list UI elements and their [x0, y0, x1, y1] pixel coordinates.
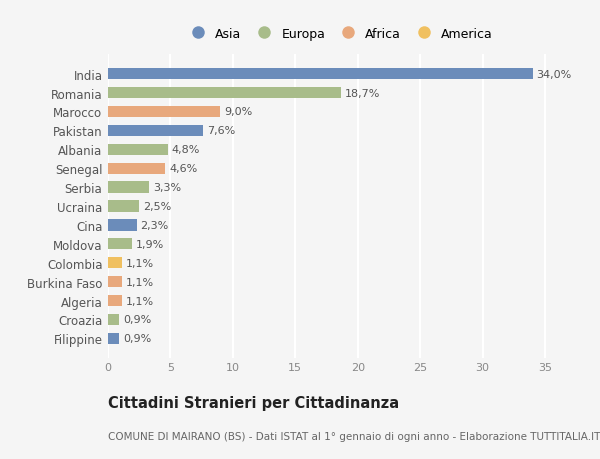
Text: 1,1%: 1,1%	[125, 258, 154, 268]
Text: 2,5%: 2,5%	[143, 202, 171, 212]
Bar	[108, 257, 122, 269]
Text: 4,8%: 4,8%	[172, 145, 200, 155]
Bar	[108, 276, 122, 288]
Text: 1,1%: 1,1%	[125, 277, 154, 287]
Text: 0,9%: 0,9%	[123, 334, 151, 344]
Text: 34,0%: 34,0%	[536, 69, 572, 79]
Bar	[108, 69, 533, 80]
Text: 3,3%: 3,3%	[153, 183, 181, 193]
Text: Cittadini Stranieri per Cittadinanza: Cittadini Stranieri per Cittadinanza	[108, 395, 399, 410]
Bar	[108, 125, 203, 137]
Bar	[108, 144, 168, 156]
Bar	[108, 239, 132, 250]
Text: 4,6%: 4,6%	[169, 164, 197, 174]
Bar	[108, 106, 220, 118]
Bar	[108, 220, 137, 231]
Text: 7,6%: 7,6%	[206, 126, 235, 136]
Bar	[108, 333, 119, 344]
Bar	[108, 201, 139, 212]
Legend: Asia, Europa, Africa, America: Asia, Europa, Africa, America	[182, 25, 496, 43]
Bar	[108, 88, 341, 99]
Bar	[108, 163, 166, 174]
Bar	[108, 295, 122, 307]
Text: 1,9%: 1,9%	[136, 239, 164, 249]
Text: 0,9%: 0,9%	[123, 315, 151, 325]
Bar	[108, 182, 149, 193]
Text: COMUNE DI MAIRANO (BS) - Dati ISTAT al 1° gennaio di ogni anno - Elaborazione TU: COMUNE DI MAIRANO (BS) - Dati ISTAT al 1…	[108, 431, 600, 442]
Text: 1,1%: 1,1%	[125, 296, 154, 306]
Text: 2,3%: 2,3%	[140, 220, 169, 230]
Text: 18,7%: 18,7%	[345, 89, 380, 98]
Text: 9,0%: 9,0%	[224, 107, 253, 117]
Bar	[108, 314, 119, 325]
